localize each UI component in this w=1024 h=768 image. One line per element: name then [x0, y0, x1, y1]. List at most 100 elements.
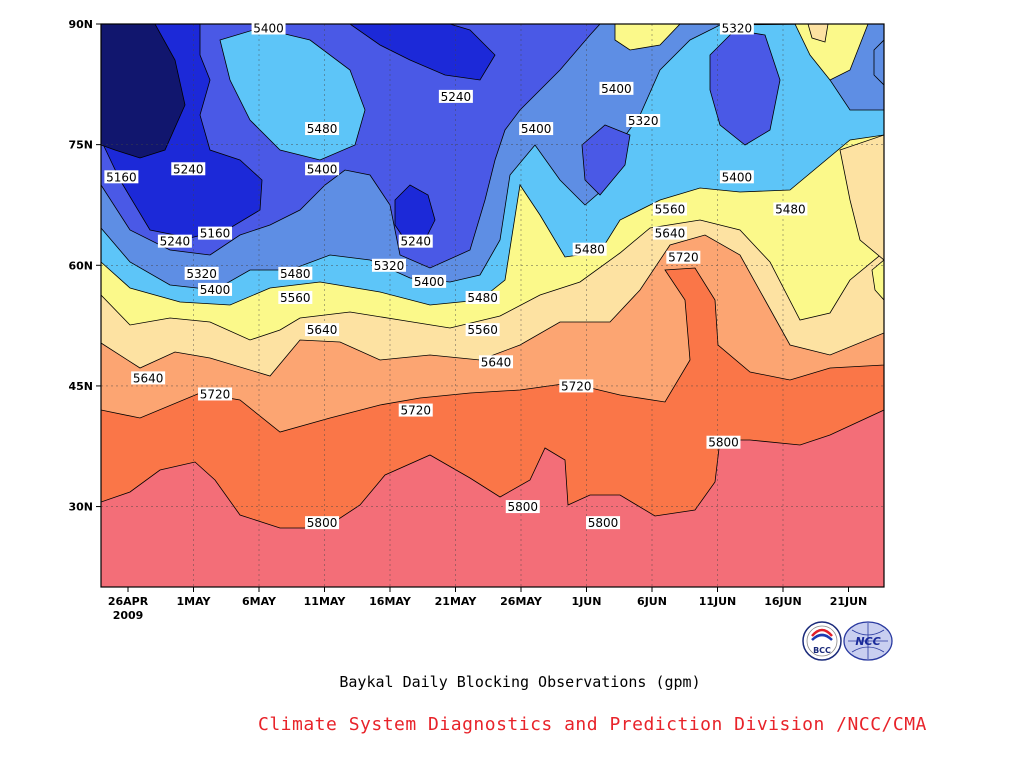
contour-label: 5160 — [104, 170, 139, 184]
contour-label: 5400 — [305, 162, 340, 176]
y-tick-label: 30N — [68, 501, 93, 514]
contour-label: 5720 — [666, 250, 701, 265]
x-tick-label: 16JUN — [764, 595, 802, 608]
contour-label-text: 5320 — [374, 259, 405, 273]
contour-label-text: 5400 — [307, 162, 338, 176]
contour-label: 5800 — [586, 516, 621, 530]
contour-label-text: 5400 — [601, 82, 632, 96]
x-tick-label: 6MAY — [242, 595, 277, 608]
contour-label-text: 5800 — [508, 500, 539, 514]
contour-label-text: 5480 — [307, 122, 338, 136]
contour-label-text: 5400 — [722, 170, 753, 184]
contour-label-text: 5560 — [655, 202, 686, 216]
contour-label: 5560 — [278, 290, 313, 305]
x-tick-label: 11MAY — [304, 595, 347, 608]
band-blob-right-blue — [873, 39, 884, 86]
contour-label-text: 5320 — [722, 22, 753, 36]
contour-label-text: 5720 — [400, 404, 431, 418]
contour-label-text: 5800 — [588, 516, 619, 530]
plot-frame — [100, 23, 885, 588]
ncc-logo: NCC — [843, 621, 893, 661]
contour-label-text: 5400 — [521, 122, 552, 136]
contour-label-text: 5400 — [253, 22, 284, 36]
x-tick-label: 26APR — [108, 595, 149, 608]
grid-lines — [101, 24, 884, 587]
contour-label: 5640 — [131, 371, 166, 385]
contour-label: 5640 — [479, 355, 514, 369]
band-blob-3jun — [581, 124, 631, 196]
contour-fills — [101, 24, 884, 587]
contour-label-text: 5800 — [307, 516, 338, 530]
contour-label-text: 5720 — [200, 387, 231, 401]
contour-label-text: 5560 — [280, 291, 311, 305]
contour-label: 5320 — [371, 258, 406, 273]
contour-label: 5480 — [465, 290, 500, 305]
contour-label: 5400 — [412, 274, 447, 289]
contour-label-text: 5480 — [280, 267, 311, 281]
ncc-logo-text: NCC — [855, 635, 880, 648]
y-tick-label: 60N — [68, 259, 93, 272]
contour-label: 5800 — [505, 500, 540, 514]
contour-label-text: 5160 — [200, 227, 231, 241]
contour-label: 5400 — [599, 81, 634, 96]
contour-label-text: 5720 — [668, 251, 699, 265]
contour-label: 5720 — [398, 403, 433, 418]
contour-label: 5400 — [198, 282, 233, 297]
x-tick-label: 6JUN — [637, 595, 667, 608]
contour-label-text: 5400 — [414, 275, 445, 289]
contour-label-text: 5240 — [160, 235, 191, 249]
contour-label: 5320 — [719, 21, 754, 36]
x-tick-label: 16MAY — [369, 595, 412, 608]
contour-label: 5720 — [198, 387, 233, 401]
contour-label: 5320 — [626, 114, 661, 128]
band-blob-right-yellow — [871, 259, 884, 301]
x-tick-label: 21JUN — [830, 595, 868, 608]
contour-label: 5480 — [572, 242, 607, 257]
contour-label: 5400 — [519, 122, 554, 136]
y-tick-label: 75N — [68, 139, 93, 152]
contour-label: 5160 — [198, 226, 233, 241]
contour-label-text: 5640 — [307, 323, 338, 337]
contour-label-text: 5720 — [561, 379, 592, 393]
contour-label: 5240 — [398, 234, 433, 249]
x-axis: 26APR 1MAY 6MAY 11MAY 16MAY 21MAY 26MAY 1JUN 6JU… — [108, 587, 867, 622]
band-blob-16may — [394, 184, 436, 241]
contour-label-text: 5560 — [467, 323, 498, 337]
y-tick-label: 45N — [68, 380, 93, 393]
contour-label-text: 5640 — [481, 355, 512, 369]
contour-label: 5800 — [706, 435, 741, 450]
band-blob-top-right-orange — [807, 24, 829, 43]
contour-label: 5400 — [251, 21, 286, 36]
contour-label-text: 5240 — [441, 90, 472, 104]
contour-label-text: 5240 — [400, 235, 431, 249]
contour-label-text: 5320 — [186, 267, 217, 281]
contour-label: 5560 — [652, 202, 687, 216]
y-axis: 90N 75N 60N 45N 30N — [68, 18, 101, 514]
contour-label: 5240 — [438, 89, 473, 104]
bcc-logo-text: BCC — [813, 646, 831, 655]
contour-label-text: 5320 — [628, 114, 659, 128]
x-tick-label: 26MAY — [500, 595, 543, 608]
contour-label: 5480 — [278, 266, 313, 281]
band-below-5160 — [101, 24, 186, 159]
contour-label-text: 5640 — [655, 227, 686, 241]
contour-label-text: 5160 — [106, 170, 137, 184]
band-blob-left-orange — [839, 134, 884, 261]
contour-label-text: 5480 — [467, 291, 498, 305]
contour-labels: 5400 5320 5240 5400 5480 5400 5320 5160 5240 5400… — [104, 21, 808, 530]
contour-label-text: 5400 — [200, 283, 231, 297]
contour-label-text: 5480 — [574, 243, 605, 257]
bcc-logo: BCC — [802, 621, 842, 661]
x-tick-label: 1JUN — [572, 595, 602, 608]
chart-title: Baykal Daily Blocking Observations (gpm) — [339, 673, 701, 691]
contour-label: 5240 — [157, 234, 192, 249]
contour-label: 5560 — [465, 323, 500, 337]
x-tick-label: 1MAY — [176, 595, 211, 608]
x-tick-sublabel: 2009 — [113, 609, 144, 622]
contour-label: 5480 — [305, 122, 340, 136]
contour-label: 5640 — [305, 323, 340, 337]
contour-label: 5480 — [773, 202, 808, 216]
contour-label: 5400 — [719, 170, 754, 184]
y-tick-label: 90N — [68, 18, 93, 31]
